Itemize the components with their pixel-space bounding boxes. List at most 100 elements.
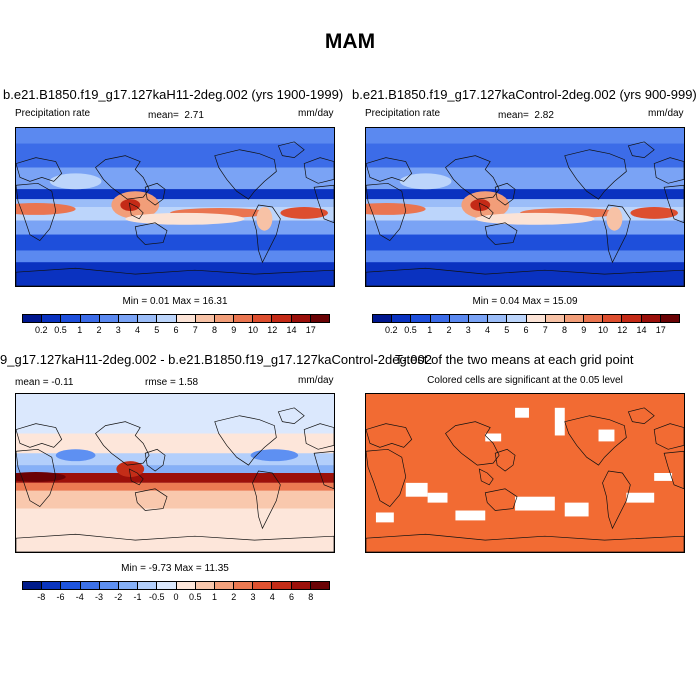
panel-control-mean-value: 2.82 [534,110,554,121]
colorbar-cell [526,315,546,322]
map-field-blob [120,199,141,211]
coastline [277,141,305,158]
coastline [134,488,168,511]
not-significant-area [485,433,502,442]
map-field-band [16,189,334,200]
coastline [445,421,500,466]
map-field-band [16,482,334,491]
precip-map-control [365,127,685,287]
colorbar-cell [272,582,292,589]
colorbar-cell [603,315,623,322]
colorbar-cell [176,315,196,322]
colorbar-cell [195,315,215,322]
coastline [564,415,627,466]
coastline [16,448,334,508]
map-field-blob [475,212,595,225]
colorbar-control-ticks: 0.2 0.5 1 2 3 4 5 6 7 8 9 10 12 14 17 [372,325,680,337]
colorbar-tick-label: -0.5 [148,592,165,602]
coastline [445,155,500,200]
map-field-band [16,508,334,552]
colorbar-tick-label: -4 [75,592,84,602]
coastline [95,421,150,466]
colorbar-cell [545,315,565,322]
coastline [134,222,168,245]
colorbar-cell [157,315,177,322]
colorbar-cell [641,315,661,322]
panel-control-title: b.e21.B1850.f19_g17.127kaControl-2deg.00… [352,87,697,102]
colorbar-cell [118,315,139,322]
map-field-blob [49,173,102,190]
map-field-blob [280,207,329,219]
not-significant-area [654,473,673,481]
coastline [366,533,684,552]
colorbar-tick-label: -3 [94,592,104,602]
panel-control-units: mm/day [648,108,684,119]
panel-control-variable: Precipitation rate [365,108,441,119]
colorbar-tick-label: 0 [173,592,179,602]
colorbar-tick-label: 5 [154,325,160,335]
map-field-blob [606,207,623,231]
coastline [602,470,631,530]
coastline [16,267,334,286]
colorbar-tick-label: 14 [636,325,647,335]
map-field-blob [125,212,245,225]
colorbar-tick-label: -1 [133,592,142,602]
colorbar-cell [80,582,100,589]
coastline [95,155,150,200]
coastline [144,182,166,206]
coastline [16,157,334,184]
colorbar-tick-label: 3 [250,592,256,602]
coastline [366,423,684,450]
colorbar-tick-label: 1 [77,325,83,335]
panel-test-units: mm/day [298,108,334,119]
map-field-band [16,234,334,251]
colorbar-tick-label: 12 [267,325,278,335]
colorbar-cell [157,582,177,589]
ttest-significance-map [365,393,685,553]
colorbar-tick-label: -8 [37,592,46,602]
colorbar-tick-label: 7 [542,325,548,335]
colorbar-cell [310,582,329,589]
map-field-band [16,394,334,434]
colorbar-cell [176,582,196,589]
colorbar-tick-label: 7 [192,325,198,335]
colorbar-tick-label: 6 [173,325,179,335]
colorbar-cell [138,315,158,322]
colorbar-cell [622,315,642,322]
coastline [484,488,518,511]
colorbar-cell [234,315,254,322]
colorbar-tick-label: 3 [465,325,471,335]
colorbar-tick-label: 4 [134,325,141,335]
not-significant-area [554,407,565,436]
coastline [128,202,144,220]
panel-test-variable: Precipitation rate [15,108,91,119]
colorbar-cell [310,315,329,322]
coastline [366,157,684,184]
colorbar-control [372,314,680,323]
coastline [494,182,516,206]
colorbar-tick-label: 8 [211,325,218,335]
coastline [627,407,655,424]
colorbar-cell [253,582,273,589]
panel-control-minmax: Min = 0.04 Max = 15.09 [472,296,578,307]
map-field-band [16,465,334,473]
coastline [366,448,684,508]
coastline [128,468,144,486]
colorbar-cell [214,315,235,322]
colorbar-cell [507,315,527,322]
colorbar-cell [291,315,311,322]
panel-diff-units: mm/day [298,375,334,386]
colorbar-tick-label: 2 [231,592,237,602]
panel-test-mean-value: 2.71 [184,110,204,121]
map-field-band [16,473,334,483]
map-field-blob [399,173,452,190]
colorbar-tick-label: 1 [427,325,433,335]
map-field-band [16,453,334,466]
coastline [627,141,655,158]
panel-test-mean-label: mean= 2.71 [148,110,204,121]
colorbar-cell [118,582,139,589]
map-field-band [16,199,334,207]
colorbar-tick-label: 4 [269,592,275,602]
colorbar-tick-label: -6 [56,592,65,602]
map-field-band [366,234,684,251]
